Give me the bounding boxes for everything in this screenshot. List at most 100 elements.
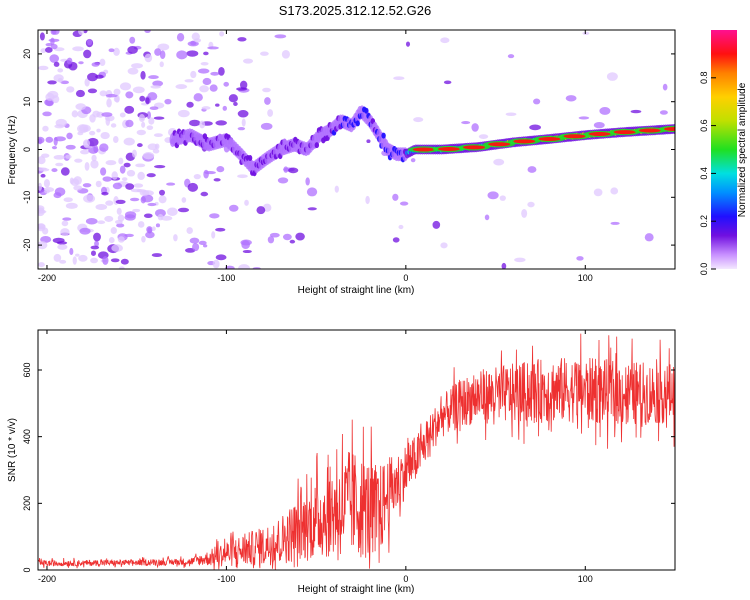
- spectrogram-noise-cell: [159, 61, 164, 68]
- spectrogram-noise-cell: [104, 215, 114, 222]
- spectrogram-noise-cell: [117, 236, 125, 243]
- spectrogram-noise-cell: [164, 98, 172, 105]
- spectrogram-noise-cell: [176, 50, 188, 60]
- spectrogram-noise-cell: [38, 65, 49, 71]
- spectrogram-noise-cell: [144, 53, 153, 63]
- spectrogram-noise-cell: [514, 257, 526, 263]
- spectrogram-noise-cell: [63, 197, 73, 203]
- spectrogram-noise-cell: [84, 162, 90, 171]
- spectrogram-noise-cell: [65, 144, 76, 150]
- y-tick-label: 200: [22, 496, 32, 511]
- spectrogram-noise-cell: [152, 80, 164, 87]
- spectrogram-noise-cell: [334, 185, 339, 193]
- spectrogram-noise-cell: [215, 227, 226, 232]
- spectrogram-noise-cell: [129, 36, 136, 44]
- spectrogram-noise-cell: [146, 226, 153, 234]
- spectrogram-noise-cell: [153, 116, 165, 120]
- spectrogram-noise-cell: [305, 177, 310, 186]
- spectrogram-noise-cell: [606, 72, 618, 81]
- spectrogram-noise-cell: [392, 193, 399, 201]
- spectrogram-noise-cell: [260, 51, 269, 56]
- spectrogram-noise-cell: [242, 58, 254, 64]
- spectrogram-noise-cell: [85, 218, 98, 225]
- spectrogram-noise-cell: [45, 136, 54, 143]
- spectrogram-noise-cell: [66, 86, 75, 93]
- spectrogram-noise-cell: [149, 106, 159, 111]
- spectrogram-noise-cell: [158, 195, 167, 204]
- spectrogram-noise-cell: [135, 163, 146, 168]
- spectrogram-noise-cell: [499, 195, 506, 201]
- spectrogram-noise-cell: [223, 81, 229, 87]
- spectrogram-noise-cell: [209, 84, 218, 92]
- spectrogram-noise-cell: [45, 47, 53, 53]
- spectrogram-noise-cell: [133, 183, 144, 188]
- spectrogram-noise-cell: [118, 266, 125, 269]
- spectrogram-noise-cell: [71, 110, 79, 118]
- spectrogram-noise-cell: [471, 123, 479, 132]
- spectrogram-noise-cell: [288, 167, 299, 174]
- spectrogram-noise-cell: [210, 71, 220, 76]
- spectrogram-noise-cell: [118, 157, 124, 165]
- spectrogram-noise-cell: [267, 109, 274, 117]
- spectrogram-noise-cell: [142, 152, 155, 160]
- spectrogram-noise-cell: [393, 76, 405, 81]
- spectrogram-noise-cell: [193, 93, 203, 102]
- spectrogram-noise-cell: [110, 258, 120, 263]
- spectrogram-noise-cell: [146, 173, 156, 178]
- spectrogram-x-ticks: -200 -100 0 100: [38, 30, 593, 283]
- spectrogram-noise-cell: [125, 119, 134, 128]
- spectrogram-noise-cell: [127, 67, 139, 75]
- spectrogram-noise-cell: [202, 77, 212, 86]
- spectrogram-noise-cell: [72, 46, 84, 52]
- spectrogram-noise-cell: [366, 139, 371, 144]
- spectrogram-noise-cell: [77, 131, 84, 136]
- spectrogram-noise-cell: [222, 105, 227, 111]
- spectrogram-noise-cell: [159, 50, 166, 60]
- spectrogram-x-label: Height of straight line (km): [298, 285, 415, 296]
- spectrogram-noise-cell: [198, 240, 207, 246]
- spectrogram-noise-cell: [137, 143, 143, 148]
- spectrogram-noise-cell: [55, 162, 64, 167]
- spectrogram-noise-cell: [39, 32, 45, 41]
- spectrogram-y-ticks: -20 -10 0 10 20: [22, 49, 675, 252]
- spectrogram-noise-cell: [659, 110, 668, 115]
- spectrogram-noise-cell: [187, 182, 199, 192]
- spectrogram-noise-cell: [53, 192, 62, 199]
- spectrogram-noise-cell: [131, 63, 143, 69]
- spectrogram-noise-cell: [225, 265, 235, 269]
- spectrogram-noise-cell: [610, 187, 619, 195]
- spectrogram-noise-cell: [148, 75, 159, 80]
- spectrogram-noise-cell: [121, 177, 128, 182]
- spectrogram-noise-cell: [238, 264, 250, 269]
- spectrogram-noise-cell: [211, 231, 216, 239]
- spectrogram-noise-cell: [123, 137, 135, 146]
- spectrogram-noise-cell: [177, 109, 190, 118]
- spectrogram-noise-cell: [166, 207, 178, 217]
- spectrogram-noise-cell: [145, 231, 155, 239]
- spectrogram-noise-cell: [87, 137, 99, 147]
- spectrogram-noise-cell: [582, 31, 590, 36]
- spectrogram-noise-cell: [53, 74, 64, 82]
- snr-y-ticks: 0 200 400 600: [22, 362, 675, 573]
- spectrogram-noise-cell: [75, 103, 86, 110]
- spectrogram-noise-cell: [159, 189, 166, 196]
- spectrogram-noise-cell: [38, 156, 46, 165]
- colorbar-tick-label: 0.0: [699, 263, 709, 276]
- spectrogram-noise-cell: [197, 68, 210, 74]
- spectrogram-noise-cell: [137, 221, 145, 228]
- spectrogram-noise-cell: [95, 180, 102, 188]
- spectrogram-noise-cell: [484, 214, 490, 221]
- spectrogram-noise-cell: [190, 70, 197, 79]
- spectrogram-noise-cell: [269, 232, 280, 238]
- spectrogram-noise-cell: [181, 197, 187, 203]
- spectrogram-noise-cell: [215, 254, 227, 261]
- spectrogram-noise-cell: [189, 237, 200, 244]
- spectrogram-noise-cell: [201, 106, 211, 110]
- spectrogram-noise-cell: [192, 242, 200, 252]
- spectrogram-noise-cell: [140, 196, 146, 204]
- spectrogram-noise-cell: [91, 250, 96, 256]
- spectrogram-noise-cell: [80, 149, 90, 155]
- spectrogram-noise-cell: [123, 162, 131, 168]
- spectrogram-noise-cell: [527, 201, 535, 208]
- spectrogram-noise-cell: [147, 92, 158, 101]
